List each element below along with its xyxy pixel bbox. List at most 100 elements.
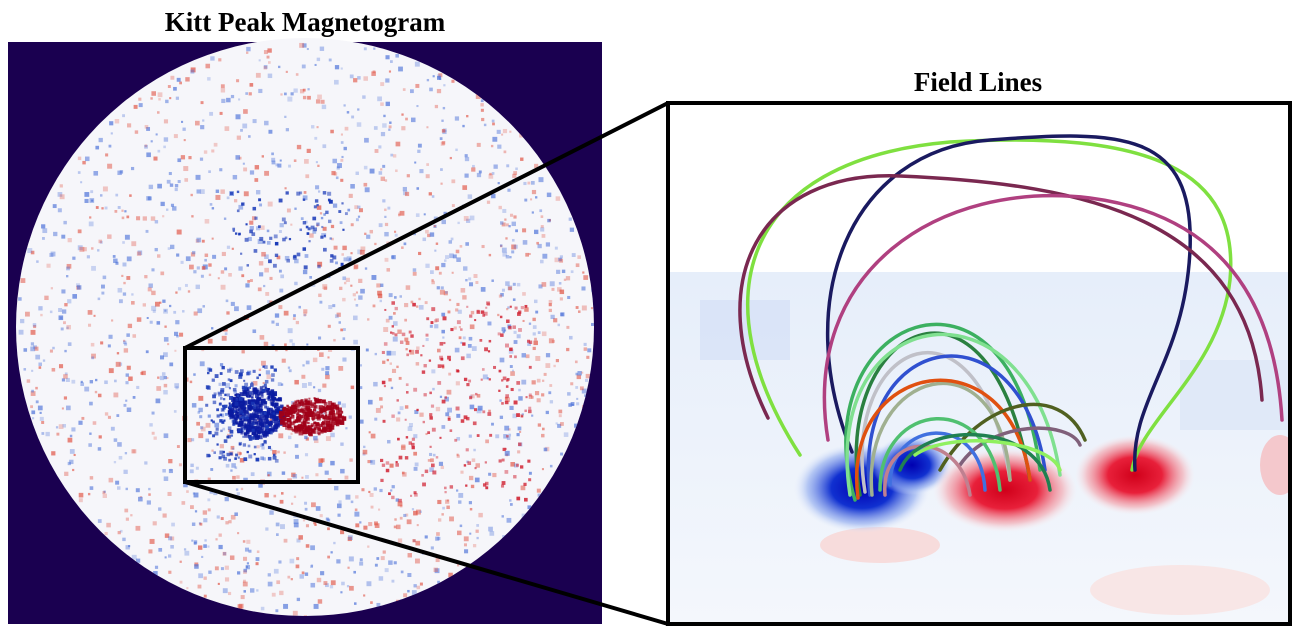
speckle <box>456 303 459 306</box>
speckle <box>419 169 423 173</box>
speckle <box>575 361 578 364</box>
speckle <box>323 581 327 585</box>
speckle <box>25 312 30 317</box>
speckle <box>184 178 188 182</box>
speckle <box>314 397 316 399</box>
speckle <box>288 425 291 428</box>
speckle <box>205 404 208 407</box>
speckle <box>413 584 416 587</box>
speckle <box>63 321 66 324</box>
speckle <box>433 454 436 457</box>
speckle <box>315 64 317 66</box>
speckle <box>58 208 62 212</box>
speckle <box>477 173 481 177</box>
speckle <box>214 423 219 428</box>
speckle <box>68 438 73 443</box>
speckle <box>123 341 126 344</box>
speckle <box>502 289 505 292</box>
speckle <box>79 498 83 502</box>
speckle <box>64 350 66 352</box>
speckle <box>179 82 182 85</box>
flux-patch <box>1180 360 1290 430</box>
speckle <box>194 493 199 498</box>
speckle <box>401 126 405 130</box>
speckle <box>239 410 243 414</box>
speckle <box>108 344 111 347</box>
speckle <box>435 537 439 541</box>
speckle <box>406 391 409 394</box>
speckle <box>373 70 376 73</box>
speckle <box>534 338 537 341</box>
speckle <box>237 571 240 574</box>
speckle <box>228 426 232 430</box>
speckle <box>109 121 113 125</box>
speckle <box>105 532 108 535</box>
speckle <box>106 523 111 528</box>
speckle <box>235 155 240 160</box>
speckle <box>306 344 308 346</box>
speckle <box>259 59 261 61</box>
speckle <box>298 409 301 412</box>
speckle <box>229 396 233 400</box>
speckle <box>168 554 171 557</box>
speckle <box>181 501 185 505</box>
speckle <box>239 443 241 445</box>
speckle <box>381 556 385 560</box>
speckle <box>294 208 296 210</box>
speckle <box>237 209 240 212</box>
speckle <box>520 158 523 161</box>
speckle <box>425 230 429 234</box>
speckle <box>282 408 284 410</box>
speckle <box>517 450 520 453</box>
speckle <box>538 331 541 334</box>
speckle <box>248 454 252 458</box>
speckle <box>186 256 191 261</box>
speckle <box>558 324 560 326</box>
speckle <box>403 187 407 191</box>
speckle <box>150 97 152 99</box>
speckle <box>376 408 381 413</box>
speckle <box>220 430 222 432</box>
speckle <box>455 308 458 311</box>
speckle <box>239 397 243 401</box>
speckle <box>303 313 306 316</box>
speckle <box>250 83 254 87</box>
speckle <box>473 544 476 547</box>
speckle <box>427 431 430 434</box>
speckle <box>218 583 220 585</box>
speckle <box>215 538 217 540</box>
speckle <box>238 98 240 100</box>
speckle <box>460 328 463 331</box>
speckle <box>432 470 436 474</box>
speckle <box>179 463 182 466</box>
speckle <box>392 485 395 488</box>
speckle <box>196 467 199 470</box>
speckle <box>360 289 365 294</box>
speckle <box>523 240 528 245</box>
speckle <box>289 369 292 372</box>
speckle <box>385 179 387 181</box>
speckle <box>497 145 501 149</box>
speckle <box>137 317 141 321</box>
speckle <box>254 453 256 455</box>
speckle <box>383 420 386 423</box>
speckle <box>89 433 91 435</box>
speckle <box>308 382 312 386</box>
speckle <box>131 301 135 305</box>
speckle <box>264 384 267 387</box>
speckle <box>389 121 391 123</box>
speckle <box>107 164 112 169</box>
speckle <box>230 379 233 382</box>
speckle <box>462 125 464 127</box>
speckle <box>264 342 269 347</box>
speckle <box>234 457 237 460</box>
speckle <box>502 515 504 517</box>
speckle <box>364 166 368 170</box>
speckle <box>476 524 479 527</box>
speckle <box>259 431 262 434</box>
speckle <box>429 453 432 456</box>
speckle <box>263 417 266 420</box>
speckle <box>485 439 489 443</box>
speckle <box>226 98 230 102</box>
speckle <box>208 571 211 574</box>
